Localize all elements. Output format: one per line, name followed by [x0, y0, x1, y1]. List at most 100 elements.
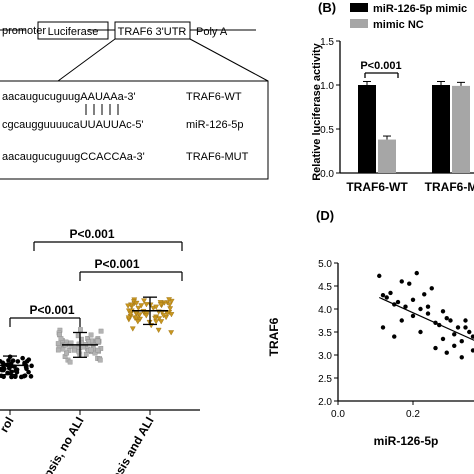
b-bar [358, 85, 376, 173]
c-dot [88, 332, 94, 338]
legend-swatch-mimic [350, 3, 368, 12]
c-dot [24, 359, 30, 364]
c-dot [167, 306, 174, 312]
c-errorbars [0, 296, 168, 376]
c-dot [163, 314, 170, 321]
c-dot [68, 343, 74, 349]
c-dot [138, 303, 145, 309]
b-axes: 0.0 0.5 1.0 1.5 [320, 37, 474, 180]
c-dot [135, 305, 142, 312]
d-xtick-label: 0.0 [331, 409, 345, 420]
legend-label-mimic: miR-126-5p mimic [373, 3, 467, 15]
legend-swatch-nc [350, 19, 368, 28]
c-dot [15, 359, 21, 364]
d-point [410, 313, 416, 319]
b-ytick-label: 1.0 [320, 81, 334, 92]
c-dot [26, 369, 31, 375]
d-point [414, 270, 419, 276]
c-dot [153, 319, 160, 325]
d-point [455, 325, 461, 330]
c-dot [20, 355, 25, 361]
b-ytick-label: 0.0 [320, 169, 334, 180]
c-dots [0, 297, 175, 380]
c-dot [141, 298, 147, 304]
d-point [380, 293, 386, 298]
d-point [448, 318, 453, 323]
c-dot [153, 304, 160, 310]
d-points [377, 270, 474, 360]
d-point [459, 355, 464, 360]
b-bar [378, 139, 396, 173]
b-pvalue-label: P<0.001 [360, 60, 401, 72]
c-dot [166, 302, 173, 308]
b-ytick-label: 0.5 [320, 125, 334, 136]
c-pvalue-outer: P<0.001 [69, 227, 114, 241]
b-bar [432, 85, 450, 173]
d-point [418, 306, 423, 312]
c-dot [58, 336, 64, 342]
d-ytick-label: 3.5 [318, 328, 332, 339]
c-pvalue-upper: P<0.001 [94, 257, 139, 271]
d-point [422, 292, 427, 297]
d-point [470, 348, 474, 353]
c-dot [156, 316, 163, 322]
c-dot [125, 315, 132, 321]
c-dot [134, 319, 141, 325]
d-point [403, 304, 408, 309]
c-dot [9, 374, 14, 380]
panel-d: (D) TRAF6 miR-126-5p 2.0 2.5 3.0 3.5 4.0 4.5 5… [267, 208, 474, 448]
d-ytick-label: 5.0 [318, 259, 332, 270]
d-point [463, 325, 468, 330]
panel-b: (B) miR-126-5p mimic mimic NC Relative l… [311, 0, 474, 194]
d-point [433, 345, 438, 351]
c-dot [157, 302, 164, 308]
d-ytick-label: 2.0 [318, 397, 332, 408]
c-dot [55, 341, 61, 347]
b-ytick-label: 1.5 [320, 37, 334, 48]
c-dot [133, 315, 140, 321]
c-dot [67, 359, 73, 365]
base-pair-lines [85, 104, 119, 115]
c-tick-sepsis-and-ali: Sepsis and ALI [102, 415, 157, 474]
d-point [380, 325, 386, 330]
c-dot [95, 338, 101, 344]
c-dot [76, 341, 82, 347]
c-dot [95, 347, 101, 353]
c-dot [136, 312, 143, 318]
c-dot [71, 347, 77, 353]
d-ytick-label: 3.0 [318, 351, 332, 362]
zoom-line-right [189, 38, 269, 82]
c-dot [12, 374, 18, 380]
c-tick-control: rol [0, 415, 17, 435]
b-category-label: TRAF6-WT [346, 180, 408, 194]
c-dot [166, 297, 173, 303]
d-point [429, 286, 434, 291]
d-point [392, 334, 397, 339]
c-dot [10, 358, 16, 363]
b-ylabel: Relative luciferase activity [311, 42, 323, 180]
c-dot [133, 300, 140, 307]
construct-polya-label: Poly A [196, 26, 228, 38]
d-point [399, 279, 404, 284]
d-ytick-label: 4.0 [318, 305, 332, 316]
d-point [440, 336, 446, 342]
c-dot [76, 349, 82, 355]
c-dot [97, 357, 103, 363]
d-xlabel: miR-126-5p [374, 434, 439, 448]
label-traf6-wt: TRAF6-WT [186, 91, 242, 103]
label-traf6-mut: TRAF6-MUT [186, 151, 249, 163]
sequence-mut: aacaugucuguugCCACCAa-3' [2, 151, 145, 163]
c-tick-sepsis-no-ali: Sepsis, no ALI [33, 415, 86, 474]
c-dot [29, 363, 34, 369]
d-point [407, 281, 412, 286]
c-dot [86, 339, 91, 345]
b-category-label: TRAF6-M [425, 180, 474, 194]
d-point [467, 329, 472, 335]
d-xtick-label: 0.2 [406, 409, 420, 420]
c-dot [168, 312, 175, 318]
c-dot [125, 303, 132, 309]
d-point [425, 311, 431, 316]
d-point [444, 316, 449, 321]
c-dot [160, 313, 167, 319]
